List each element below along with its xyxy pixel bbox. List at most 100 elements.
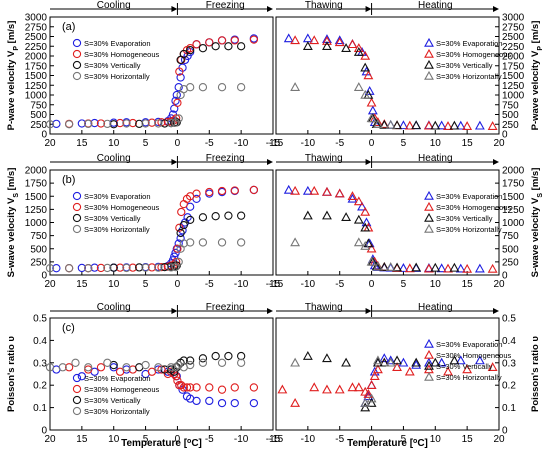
legend-marker [424,59,434,69]
data-point-circle [217,36,227,45]
y-tick-label-right: 2500 [502,32,525,43]
data-point-triangle [474,263,485,273]
data-point-circle [166,363,176,372]
legend-entry: S=30% Vertically [436,214,493,223]
data-point-circle [171,248,180,258]
data-point-circle [115,367,125,376]
legend-entry: S=30% Horizontally [84,407,150,416]
data-point-circle [122,119,131,128]
y-axis-title-main: Poisson's ratio υ [530,336,541,412]
data-point-triangle [366,97,377,107]
y-tick-label-left: 750 [30,231,47,242]
y-tick-label-right: 500 [502,110,519,121]
data-point-circle [77,372,87,381]
phase-arrow-freezing-head [267,159,273,165]
data-point-triangle [309,35,320,45]
data-point-circle [173,244,182,253]
data-point-triangle [449,120,460,130]
legend-marker [424,223,434,233]
data-point-circle [174,360,183,370]
data-point-circle [186,215,195,225]
data-point-triangle [341,357,352,367]
panel-label: (b) [62,174,75,186]
phase-label-freezing: Freezing [206,302,245,313]
y-tick-label-right: 0.5 [502,314,516,325]
legend-marker [424,371,434,381]
y-tick-label-right: 2750 [502,22,525,33]
y-tick-label-left: 500 [30,110,47,121]
data-point-triangle [404,366,415,376]
x-tick-label-left: 0 [175,279,181,290]
data-point-circle [211,42,220,51]
data-point-circle [115,118,125,128]
data-point-triangle [347,39,358,49]
data-point-triangle [430,357,441,367]
x-tick-label-left: -15 [266,138,281,149]
data-point-circle [217,385,227,394]
data-point-triangle [363,70,374,80]
data-point-triangle [353,196,364,206]
phase-label-freezing: Freezing [206,153,245,164]
y-axis-title-sub: P [13,46,20,51]
data-point-circle [217,186,227,196]
legend-entry: S=30% Horizontally [436,225,502,234]
y-axis-title-left: Poisson's ratio υ [6,336,17,412]
data-point-triangle [322,41,332,51]
phase-label-heating: Heating [418,153,452,164]
data-point-circle [90,263,99,272]
data-point-triangle [290,357,301,367]
data-point-circle [198,213,208,222]
y-tick-label-right: 750 [502,100,519,111]
data-point-triangle [373,357,383,367]
series-left [45,351,259,408]
phase-arrow-heating-head [493,6,499,12]
legend-marker [424,349,434,359]
y-tick-label-right: 750 [502,231,519,242]
y-tick-label-left: 1000 [25,91,48,102]
data-point-circle [192,396,201,406]
data-point-triangle [353,46,364,56]
data-point-triangle [443,263,453,273]
x-axis-title-main: Temperature [ [347,438,414,449]
legend-marker [72,213,82,223]
plot-area-right [275,317,500,431]
data-point-circle [96,263,106,273]
data-point-circle [174,257,183,267]
x-tick-label-right: -10 [301,138,316,149]
data-point-triangle [367,105,378,115]
x-tick-label-right: 20 [493,138,505,149]
data-point-triangle [411,120,422,130]
data-point-triangle [322,353,332,363]
x-tick-label-left: 20 [44,434,56,445]
data-point-triangle [334,384,345,394]
data-point-triangle [290,397,301,407]
data-point-circle [154,119,163,128]
x-tick-label-right: 0 [369,138,375,149]
data-point-triangle [385,119,396,129]
y-axis-title-right: S-wave velocity VS [m/s] [530,168,544,278]
data-point-triangle [309,185,320,195]
data-point-circle [154,363,163,372]
data-point-triangle [423,120,434,130]
data-point-circle [122,263,131,273]
data-point-circle [172,372,181,381]
data-point-triangle [334,35,345,45]
phase-arrow-thawing-head [365,159,372,165]
data-point-triangle [360,222,371,232]
data-point-circle [179,199,188,209]
legend-right: S=30% Evaporation S=30% Homogeneous S=30% … [424,37,512,81]
data-point-triangle [357,201,367,211]
legend-entry: S=30% Evaporation [84,374,151,383]
data-point-circle [109,263,118,272]
data-point-circle [179,49,188,59]
legend-entry: S=30% Homogeneous [436,50,512,59]
x-tick-label-left: -10 [234,138,249,149]
data-point-triangle [353,382,364,392]
y-axis-title-unit: [m/s] [530,168,541,193]
data-point-circle [205,38,214,47]
x-tick-label-left: 10 [108,138,120,149]
data-point-triangle [353,82,364,91]
y-tick-label-left: 0.3 [33,358,47,369]
data-point-circle [64,363,74,372]
